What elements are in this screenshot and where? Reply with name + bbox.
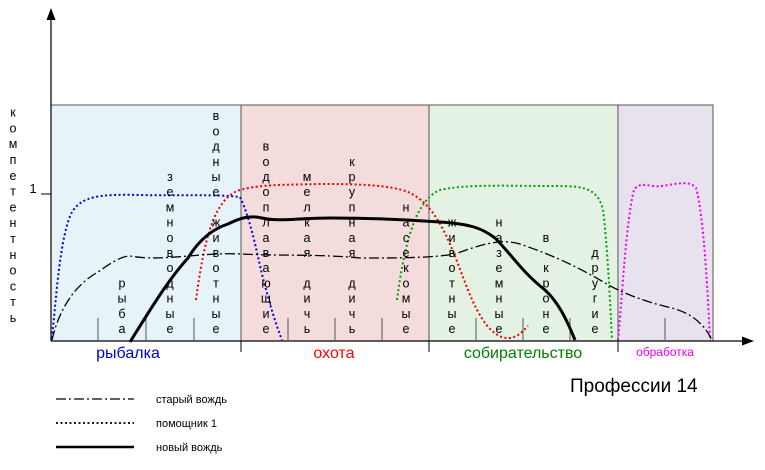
category-label-hunting: охота — [313, 345, 354, 362]
old-chief-curve — [51, 241, 713, 341]
y-axis-arrow-icon — [46, 8, 56, 20]
helper-1-curve-hunting — [195, 182, 529, 340]
legend: старый вождь помощник 1 новый вождь — [56, 394, 227, 454]
panel-processing — [617, 104, 714, 342]
svg-text:рыба: рыба — [118, 276, 127, 336]
subcategory-labels: р ы б а з е м н о в о д н ы е в о д н ы е ж и в о т н ы е в о д о п л а в а ю… — [118, 109, 600, 336]
legend-label-old-chief: старый вождь — [156, 394, 227, 406]
x-axis-arrow-icon — [742, 336, 754, 346]
new-chief-curve — [128, 215, 577, 343]
panel-fishing — [50, 104, 242, 342]
subcategory-ticks — [97, 318, 666, 341]
helper-1-curve-processing — [617, 182, 711, 341]
legend-label-helper: помощник 1 — [156, 418, 217, 430]
helper-1-curve-gathering — [396, 184, 613, 341]
category-label-gathering: собирательство — [464, 345, 582, 362]
panel-hunting — [240, 104, 430, 342]
y-tick-label: 1 — [29, 181, 36, 196]
x-axis-caption: Профессии 14 — [570, 376, 698, 397]
category-label-processing: обработка — [636, 345, 694, 359]
legend-label-new-chief: новый вождь — [156, 442, 223, 454]
category-label-fishing: рыбалка — [96, 345, 160, 362]
